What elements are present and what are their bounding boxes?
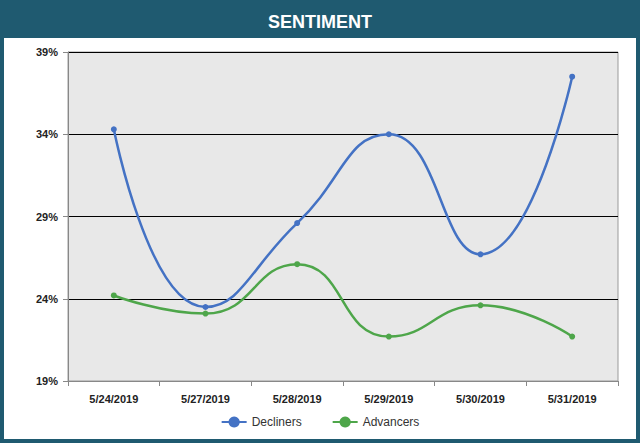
svg-text:5/31/2019: 5/31/2019 — [548, 393, 597, 405]
svg-text:5/28/2019: 5/28/2019 — [273, 393, 322, 405]
svg-text:29%: 29% — [36, 211, 58, 223]
svg-text:5/30/2019: 5/30/2019 — [456, 393, 505, 405]
svg-text:5/29/2019: 5/29/2019 — [364, 393, 413, 405]
svg-text:SENTIMENT: SENTIMENT — [268, 12, 372, 32]
svg-text:34%: 34% — [36, 128, 58, 140]
svg-text:19%: 19% — [36, 375, 58, 387]
svg-text:39%: 39% — [36, 46, 58, 58]
svg-text:5/24/2019: 5/24/2019 — [89, 393, 138, 405]
svg-text:24%: 24% — [36, 293, 58, 305]
svg-text:Decliners: Decliners — [252, 415, 302, 429]
svg-text:Advancers: Advancers — [363, 415, 420, 429]
svg-text:5/27/2019: 5/27/2019 — [181, 393, 230, 405]
